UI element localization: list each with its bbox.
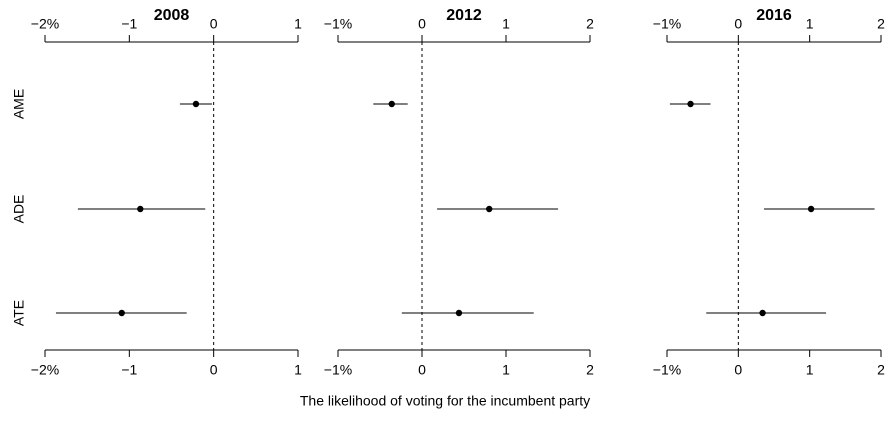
x-tick-label: 0 — [210, 16, 218, 32]
point — [486, 205, 493, 213]
point — [137, 205, 144, 213]
y-tick-label: AME — [11, 89, 27, 119]
x-tick-label: 2 — [877, 16, 885, 32]
x-tick-label: −1% — [324, 362, 352, 378]
x-tick-label: −1 — [121, 362, 137, 378]
x-tick-label: 1 — [806, 16, 814, 32]
x-tick-label: 0 — [210, 362, 218, 378]
x-tick-label: −1% — [653, 16, 681, 32]
x-tick-label: 2 — [586, 16, 594, 32]
point — [192, 100, 200, 108]
x-tick-label: 1 — [502, 16, 510, 32]
point — [759, 309, 766, 317]
x-tick-label: 0 — [734, 362, 742, 378]
point — [118, 309, 125, 317]
x-tick-label: −2% — [31, 16, 59, 32]
x-tick-label: −1 — [121, 16, 137, 32]
point — [687, 100, 694, 108]
chart-title: 2008 — [154, 7, 190, 24]
y-tick-label: ATE — [11, 300, 27, 326]
y-tick-label: ADE — [11, 195, 27, 224]
chart-title: 2016 — [756, 7, 792, 24]
x-tick-label: 2 — [877, 362, 885, 378]
x-tick-label: 1 — [502, 362, 510, 378]
x-tick-label: 1 — [806, 362, 814, 378]
x-tick-label: 1 — [294, 362, 302, 378]
x-tick-label: 0 — [418, 16, 426, 32]
x-tick-label: 0 — [418, 362, 426, 378]
x-tick-label: −1% — [653, 362, 681, 378]
x-tick-label: −1% — [324, 16, 352, 32]
x-tick-label: 0 — [734, 16, 742, 32]
x-axis-label: The likelihood of voting for the incumbe… — [300, 393, 590, 409]
point — [455, 309, 463, 317]
x-tick-label: 2 — [586, 362, 594, 378]
x-tick-label: 1 — [294, 16, 302, 32]
x-tick-label: −2% — [31, 362, 59, 378]
chart-title: 2012 — [446, 7, 482, 24]
point — [807, 205, 815, 213]
point — [388, 100, 395, 108]
